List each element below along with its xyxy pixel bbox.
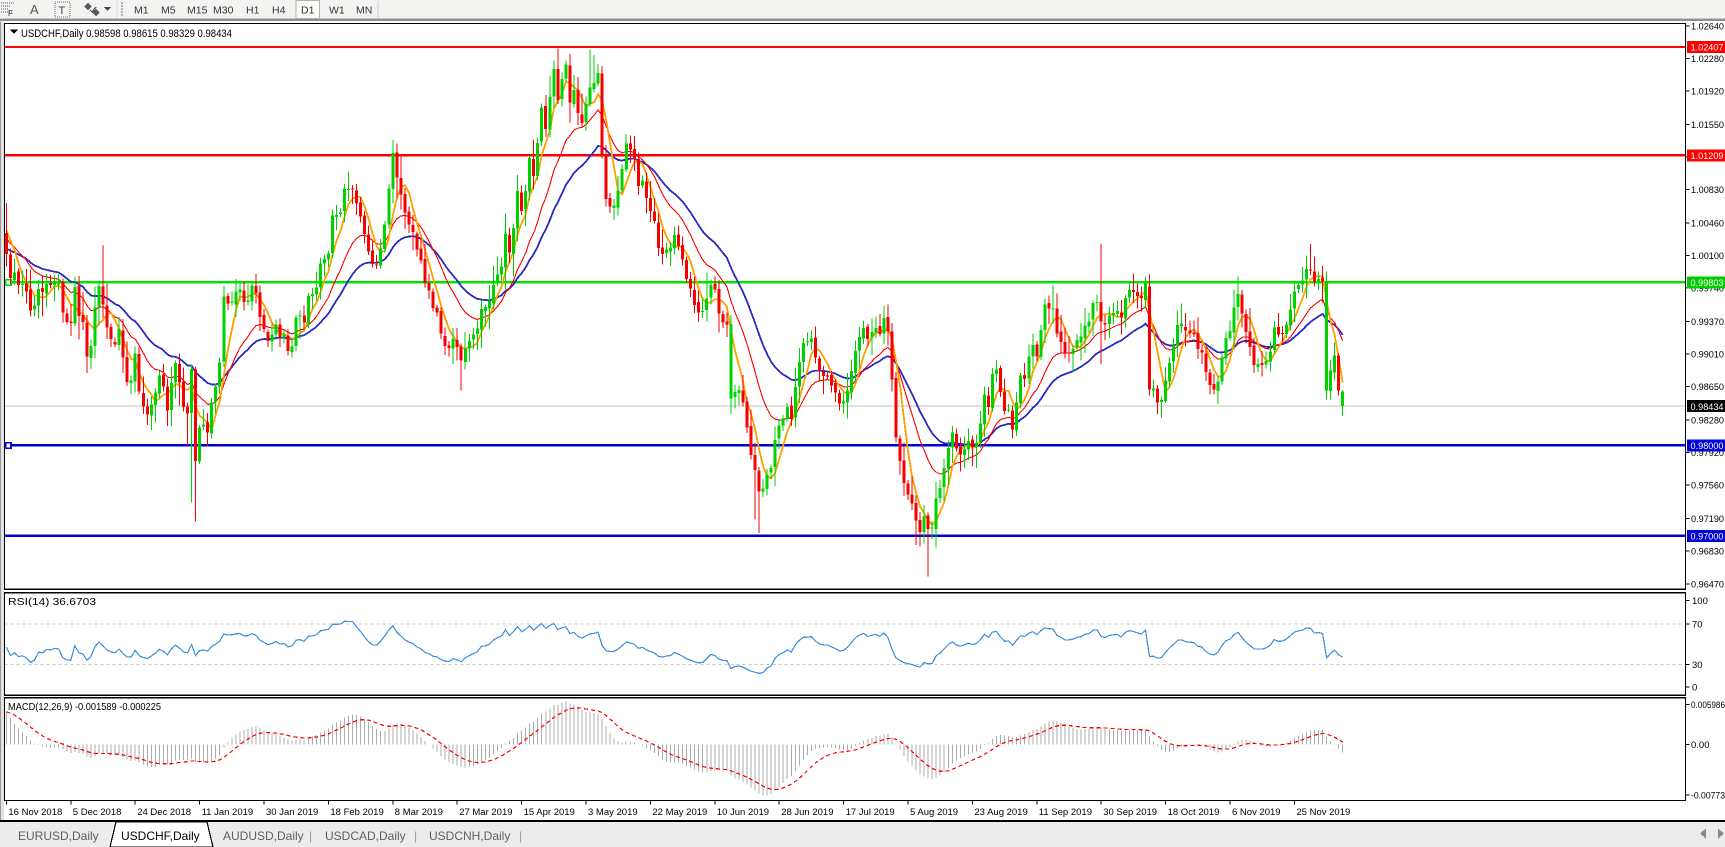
svg-text:EURUSD,Daily: EURUSD,Daily bbox=[18, 829, 99, 843]
svg-text:25 Nov 2019: 25 Nov 2019 bbox=[1296, 807, 1350, 818]
svg-text:0.99803: 0.99803 bbox=[1691, 278, 1724, 289]
svg-text:0.97560: 0.97560 bbox=[1691, 481, 1724, 492]
svg-text:10 Jun 2019: 10 Jun 2019 bbox=[717, 807, 769, 818]
svg-text:A: A bbox=[30, 2, 39, 17]
svg-text:0.99370: 0.99370 bbox=[1691, 317, 1724, 328]
svg-text:1.00460: 1.00460 bbox=[1691, 219, 1724, 230]
svg-text:MACD(12,26,9) -0.001589 -0.000: MACD(12,26,9) -0.001589 -0.000225 bbox=[8, 701, 161, 713]
svg-text:24 Dec 2018: 24 Dec 2018 bbox=[137, 807, 191, 818]
svg-text:27 Mar 2019: 27 Mar 2019 bbox=[459, 807, 512, 818]
svg-text:F: F bbox=[8, 9, 13, 18]
svg-text:1.00830: 1.00830 bbox=[1691, 185, 1724, 196]
svg-text:0.00: 0.00 bbox=[1691, 740, 1710, 751]
svg-text:0.98280: 0.98280 bbox=[1691, 416, 1724, 427]
svg-text:1.02640: 1.02640 bbox=[1691, 21, 1724, 32]
svg-text:1.02280: 1.02280 bbox=[1691, 54, 1724, 65]
svg-text:30 Sep 2019: 30 Sep 2019 bbox=[1103, 807, 1157, 818]
svg-text:1.01550: 1.01550 bbox=[1691, 120, 1724, 131]
svg-text:1.00100: 1.00100 bbox=[1691, 251, 1724, 262]
svg-text:30: 30 bbox=[1692, 660, 1703, 671]
svg-text:11 Sep 2019: 11 Sep 2019 bbox=[1039, 807, 1092, 818]
svg-text:0.97920: 0.97920 bbox=[1691, 448, 1724, 459]
svg-text:15 Apr 2019: 15 Apr 2019 bbox=[524, 807, 575, 818]
svg-text:0.97000: 0.97000 bbox=[1691, 531, 1724, 542]
svg-text:M1: M1 bbox=[134, 5, 149, 17]
svg-text:1.01920: 1.01920 bbox=[1691, 87, 1724, 98]
svg-text:18 Feb 2019: 18 Feb 2019 bbox=[330, 807, 383, 818]
svg-text:|: | bbox=[519, 829, 522, 843]
svg-text:AUDUSD,Daily: AUDUSD,Daily bbox=[223, 829, 304, 843]
svg-text:18 Oct 2019: 18 Oct 2019 bbox=[1168, 807, 1220, 818]
svg-text:0.005986: 0.005986 bbox=[1691, 700, 1725, 711]
svg-text:|: | bbox=[309, 829, 312, 843]
svg-text:100: 100 bbox=[1692, 596, 1708, 607]
svg-text:0.98650: 0.98650 bbox=[1691, 382, 1724, 393]
svg-text:USDCHF,Daily 0.98598 0.98615: USDCHF,Daily 0.98598 0.98615 0.98329 0.9… bbox=[21, 28, 232, 40]
svg-text:23 Aug 2019: 23 Aug 2019 bbox=[974, 807, 1027, 818]
svg-text:USDCNH,Daily: USDCNH,Daily bbox=[429, 829, 510, 843]
svg-text:0: 0 bbox=[1692, 683, 1697, 694]
svg-text:USDCAD,Daily: USDCAD,Daily bbox=[325, 829, 406, 843]
svg-text:W1: W1 bbox=[329, 5, 345, 17]
svg-text:0.98000: 0.98000 bbox=[1691, 441, 1724, 452]
svg-text:11 Jan 2019: 11 Jan 2019 bbox=[202, 807, 254, 818]
svg-text:6 Nov 2019: 6 Nov 2019 bbox=[1232, 807, 1281, 818]
svg-text:8 Mar 2019: 8 Mar 2019 bbox=[395, 807, 443, 818]
svg-text:1.01209: 1.01209 bbox=[1691, 151, 1724, 162]
svg-text:M5: M5 bbox=[161, 5, 176, 17]
svg-text:0.99010: 0.99010 bbox=[1691, 350, 1724, 361]
svg-text:5 Aug 2019: 5 Aug 2019 bbox=[910, 807, 958, 818]
svg-text:USDCHF,Daily: USDCHF,Daily bbox=[121, 829, 200, 843]
svg-text:M30: M30 bbox=[213, 5, 234, 17]
svg-text:0.98434: 0.98434 bbox=[1691, 402, 1724, 413]
svg-text:D1: D1 bbox=[301, 5, 315, 17]
svg-text:30 Jan 2019: 30 Jan 2019 bbox=[266, 807, 318, 818]
svg-text:RSI(14) 36.6703: RSI(14) 36.6703 bbox=[8, 596, 96, 608]
svg-text:MN: MN bbox=[356, 5, 372, 17]
svg-text:T: T bbox=[59, 5, 66, 17]
svg-text:-0.00773: -0.00773 bbox=[1691, 791, 1725, 802]
svg-text:0.96830: 0.96830 bbox=[1691, 547, 1724, 558]
svg-text:3 May 2019: 3 May 2019 bbox=[588, 807, 638, 818]
svg-text:22 May 2019: 22 May 2019 bbox=[652, 807, 707, 818]
svg-text:0.99740: 0.99740 bbox=[1691, 284, 1724, 295]
svg-text:1.02407: 1.02407 bbox=[1691, 43, 1724, 54]
svg-text:|: | bbox=[414, 829, 417, 843]
svg-text:70: 70 bbox=[1692, 619, 1703, 630]
svg-text:16 Nov 2018: 16 Nov 2018 bbox=[8, 807, 62, 818]
svg-text:28 Jun 2019: 28 Jun 2019 bbox=[781, 807, 833, 818]
svg-text:5 Dec 2018: 5 Dec 2018 bbox=[73, 807, 122, 818]
svg-text:H1: H1 bbox=[246, 5, 260, 17]
svg-text:M15: M15 bbox=[187, 5, 208, 17]
svg-text:H4: H4 bbox=[272, 5, 286, 17]
svg-text:0.96470: 0.96470 bbox=[1691, 579, 1724, 590]
svg-text:17 Jul 2019: 17 Jul 2019 bbox=[846, 807, 895, 818]
svg-text:0.97190: 0.97190 bbox=[1691, 514, 1724, 525]
